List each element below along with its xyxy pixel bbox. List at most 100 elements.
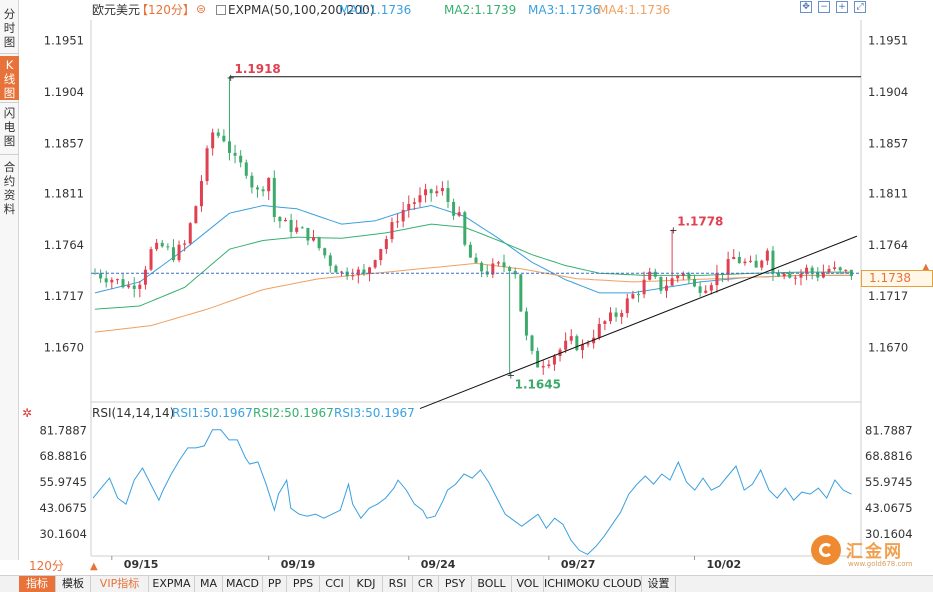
y-tick-left: 1.1811	[44, 187, 84, 201]
candle-body	[104, 278, 108, 283]
zoom-in-icon[interactable]: +	[836, 1, 848, 13]
candle-body	[524, 311, 528, 336]
candle-body	[429, 189, 433, 194]
candle-body	[513, 271, 517, 275]
rsi-settings-icon[interactable]: ✲	[22, 406, 33, 420]
zoom-out-icon[interactable]: −	[818, 1, 830, 13]
candle-body	[614, 312, 618, 317]
candle-body	[754, 260, 758, 268]
toolbar-item-1[interactable]: 模板	[56, 576, 91, 592]
candle-body	[138, 284, 142, 289]
toolbar-item-10[interactable]: RSI	[383, 576, 413, 592]
candle-body	[211, 132, 215, 149]
candle-body	[356, 269, 360, 276]
indicator-toggle-icon[interactable]	[216, 5, 226, 15]
watermark-logo: 汇金网 www.gold678.com	[808, 533, 928, 573]
candle-body	[603, 321, 607, 324]
interval-select[interactable]: 120分 ▲	[19, 558, 98, 575]
toolbar-item-12[interactable]: PSY	[439, 576, 472, 592]
candle-body	[569, 336, 573, 341]
candle-body	[239, 155, 243, 163]
toolbar-item-7[interactable]: PPS	[287, 576, 320, 592]
toolbar-item-0[interactable]: 指标	[19, 576, 56, 592]
toolbar-item-11[interactable]: CR	[413, 576, 439, 592]
candle-body	[457, 212, 461, 216]
toolbar-item-3[interactable]: EXPMA	[149, 576, 195, 592]
settings-icon[interactable]: ⊜	[196, 2, 207, 16]
toolbar-item-2[interactable]: VIP指标	[91, 576, 149, 592]
fullscreen-icon[interactable]: ⤢	[854, 1, 866, 13]
interval-label[interactable]: 【120分】	[136, 3, 195, 17]
candle-body	[765, 250, 769, 261]
candle-body	[334, 265, 338, 273]
rsi-y-tick-left: 43.0675	[39, 501, 87, 515]
ma2-value: MA2:1.1739	[444, 3, 517, 17]
logo-text: 汇金网	[846, 542, 903, 562]
toolbar-item-9[interactable]: KDJ	[350, 576, 383, 592]
toolbar-item-6[interactable]: PP	[263, 576, 287, 592]
candle-body	[653, 271, 657, 277]
candle-body	[743, 261, 747, 264]
annotation-marker: +	[669, 226, 677, 237]
ma-line-ma4	[94, 262, 852, 333]
y-tick-right: 1.1857	[868, 136, 908, 150]
candle-body	[670, 278, 674, 286]
toolbar-item-13[interactable]: BOLL	[472, 576, 512, 592]
candle-body	[143, 269, 147, 285]
candle-body	[552, 356, 556, 365]
ma-line-ma1	[94, 204, 852, 294]
candle-body	[435, 191, 439, 194]
candle-body	[491, 263, 495, 275]
logo-icon	[811, 535, 841, 565]
candle-body	[760, 260, 764, 268]
candle-body	[827, 268, 831, 273]
y-tick-right: 1.1951	[868, 34, 908, 48]
candle-body	[312, 237, 316, 241]
toolbar-item-5[interactable]: MACD	[223, 576, 263, 592]
candle-body	[732, 257, 736, 260]
candle-body	[160, 242, 164, 247]
side-tab-0[interactable]: 分时图	[3, 7, 16, 49]
candle-body	[278, 217, 282, 222]
candle-body	[681, 273, 685, 276]
candle-body	[474, 257, 478, 263]
toolbar-item-15[interactable]: ICHIMOKU CLOUD	[544, 576, 642, 592]
candle-body	[709, 285, 713, 291]
candle-body	[362, 269, 366, 274]
toolbar-item-16[interactable]: 设置	[642, 576, 676, 592]
candle-body	[547, 364, 551, 366]
candle-body	[300, 227, 304, 229]
candle-body	[244, 162, 248, 176]
side-tab-3[interactable]: 合约资料	[3, 160, 16, 216]
candle-body	[216, 132, 220, 136]
candle-body	[171, 247, 175, 261]
toolbar-item-4[interactable]: MA	[195, 576, 223, 592]
candle-body	[749, 260, 753, 262]
candle-body	[536, 350, 540, 368]
indicator-title: EXPMA(50,100,200,200)	[228, 3, 375, 17]
rsi-y-tick-left: 81.7887	[39, 423, 87, 437]
rsi-header: ✲ RSI(14,14,14) RSI1:50.1967 RSI2:50.196…	[19, 404, 864, 422]
x-tick-label: 09/19	[281, 558, 316, 571]
candle-body	[659, 276, 663, 291]
candle-body	[648, 271, 652, 280]
price-annotation: 1.1918	[234, 62, 280, 76]
candle-body	[127, 285, 131, 288]
x-tick-label: 09/24	[421, 558, 456, 571]
candle-body	[687, 273, 691, 279]
toolbar-item-14[interactable]: VOL	[512, 576, 544, 592]
candle-body	[328, 255, 332, 266]
candle-body	[306, 227, 310, 241]
side-tab-2[interactable]: 闪电图	[3, 106, 16, 148]
move-icon[interactable]: ✥	[800, 1, 812, 13]
toolbar-item-8[interactable]: CCI	[320, 576, 350, 592]
candle-body	[233, 152, 237, 156]
candle-body	[205, 148, 209, 182]
x-tick-label: 09/15	[124, 558, 159, 571]
rsi-line-rsi1	[92, 429, 852, 556]
candle-body	[194, 206, 198, 224]
candle-body	[267, 177, 271, 192]
candle-body	[222, 135, 226, 142]
